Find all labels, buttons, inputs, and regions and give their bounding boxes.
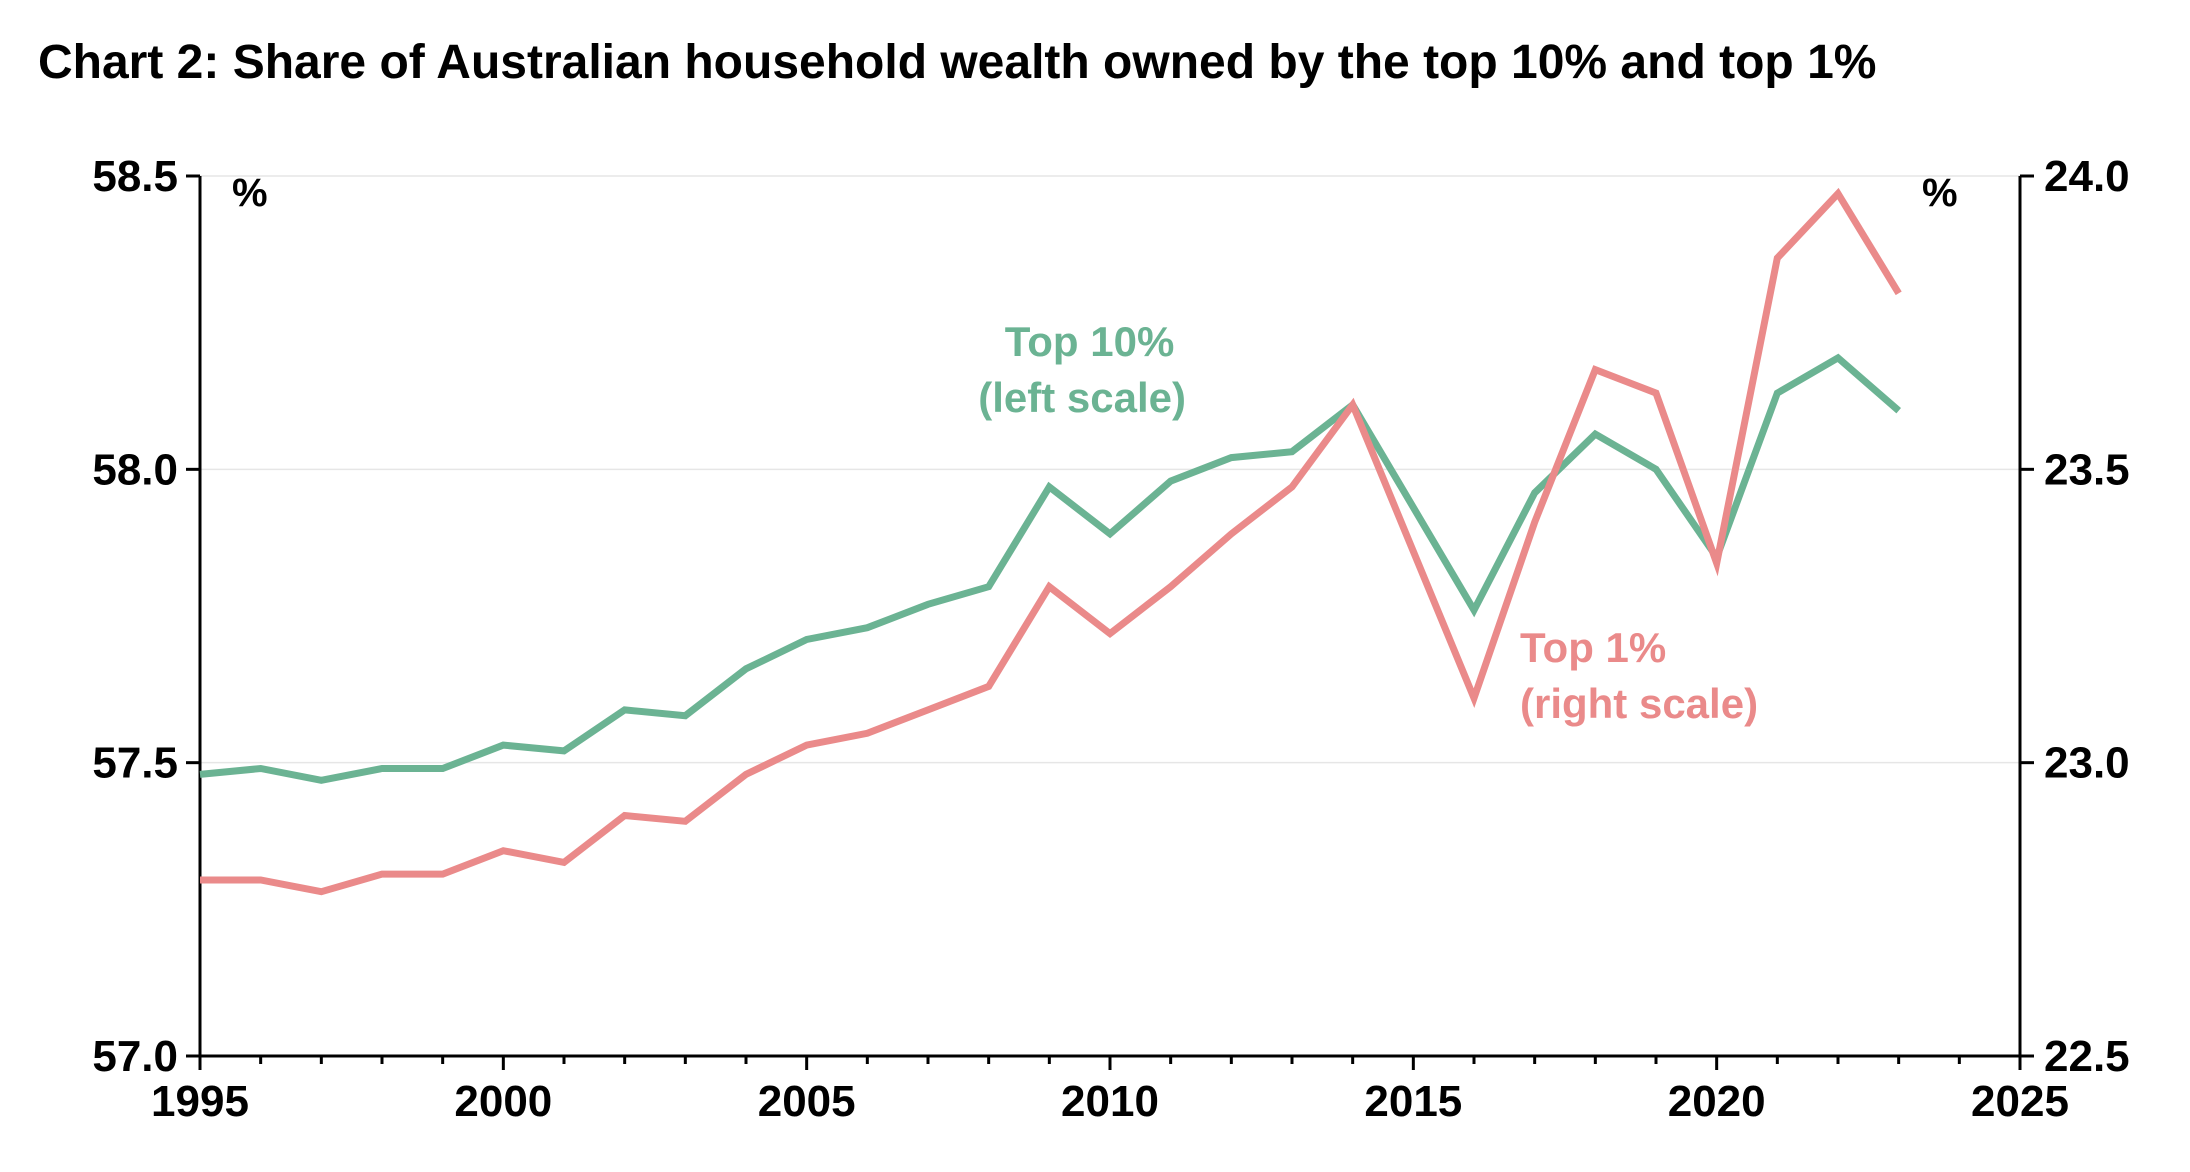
x-tick-label: 2000 — [454, 1077, 552, 1126]
top1-series-label: Top 1% (right scale) — [1520, 624, 1758, 727]
right-axis-unit: % — [1922, 171, 1958, 215]
top1-label-line2: (right scale) — [1520, 680, 1758, 727]
x-tick-label: 2010 — [1061, 1077, 1159, 1126]
x-tick-label: 2005 — [758, 1077, 856, 1126]
left-tick-label: 57.0 — [92, 1032, 178, 1081]
x-tick-label: 2025 — [1971, 1077, 2069, 1126]
right-tick-label: 23.5 — [2044, 445, 2130, 494]
top10-series-line — [199, 353, 1901, 784]
gridlines — [200, 175, 2020, 764]
axes — [198, 176, 2022, 1058]
top10-series-label: Top 10% (left scale) — [978, 318, 1186, 421]
top10-label-line1: Top 10% — [1005, 318, 1175, 365]
ticks: 57.0 57.5 58.0 58.5 22.5 23.0 23.5 24.0 1995 2000… — [92, 152, 2129, 1126]
right-tick-label: 24.0 — [2044, 152, 2130, 201]
top10-label-line2: (left scale) — [978, 374, 1186, 421]
right-tick-label: 22.5 — [2044, 1032, 2130, 1081]
series — [199, 187, 1902, 896]
x-tick-label: 2020 — [1668, 1077, 1766, 1126]
left-axis-unit: % — [232, 171, 268, 215]
left-tick-label: 57.5 — [92, 739, 178, 788]
top1-label-line1: Top 1% — [1520, 624, 1666, 671]
chart-title: Chart 2: Share of Australian household w… — [38, 36, 1876, 89]
x-tick-label: 1995 — [151, 1077, 249, 1126]
left-tick-label: 58.0 — [92, 445, 178, 494]
x-tick-label: 2015 — [1364, 1077, 1462, 1126]
right-tick-label: 23.0 — [2044, 739, 2130, 788]
left-tick-label: 58.5 — [92, 152, 178, 201]
top1-series-line — [200, 187, 1902, 896]
